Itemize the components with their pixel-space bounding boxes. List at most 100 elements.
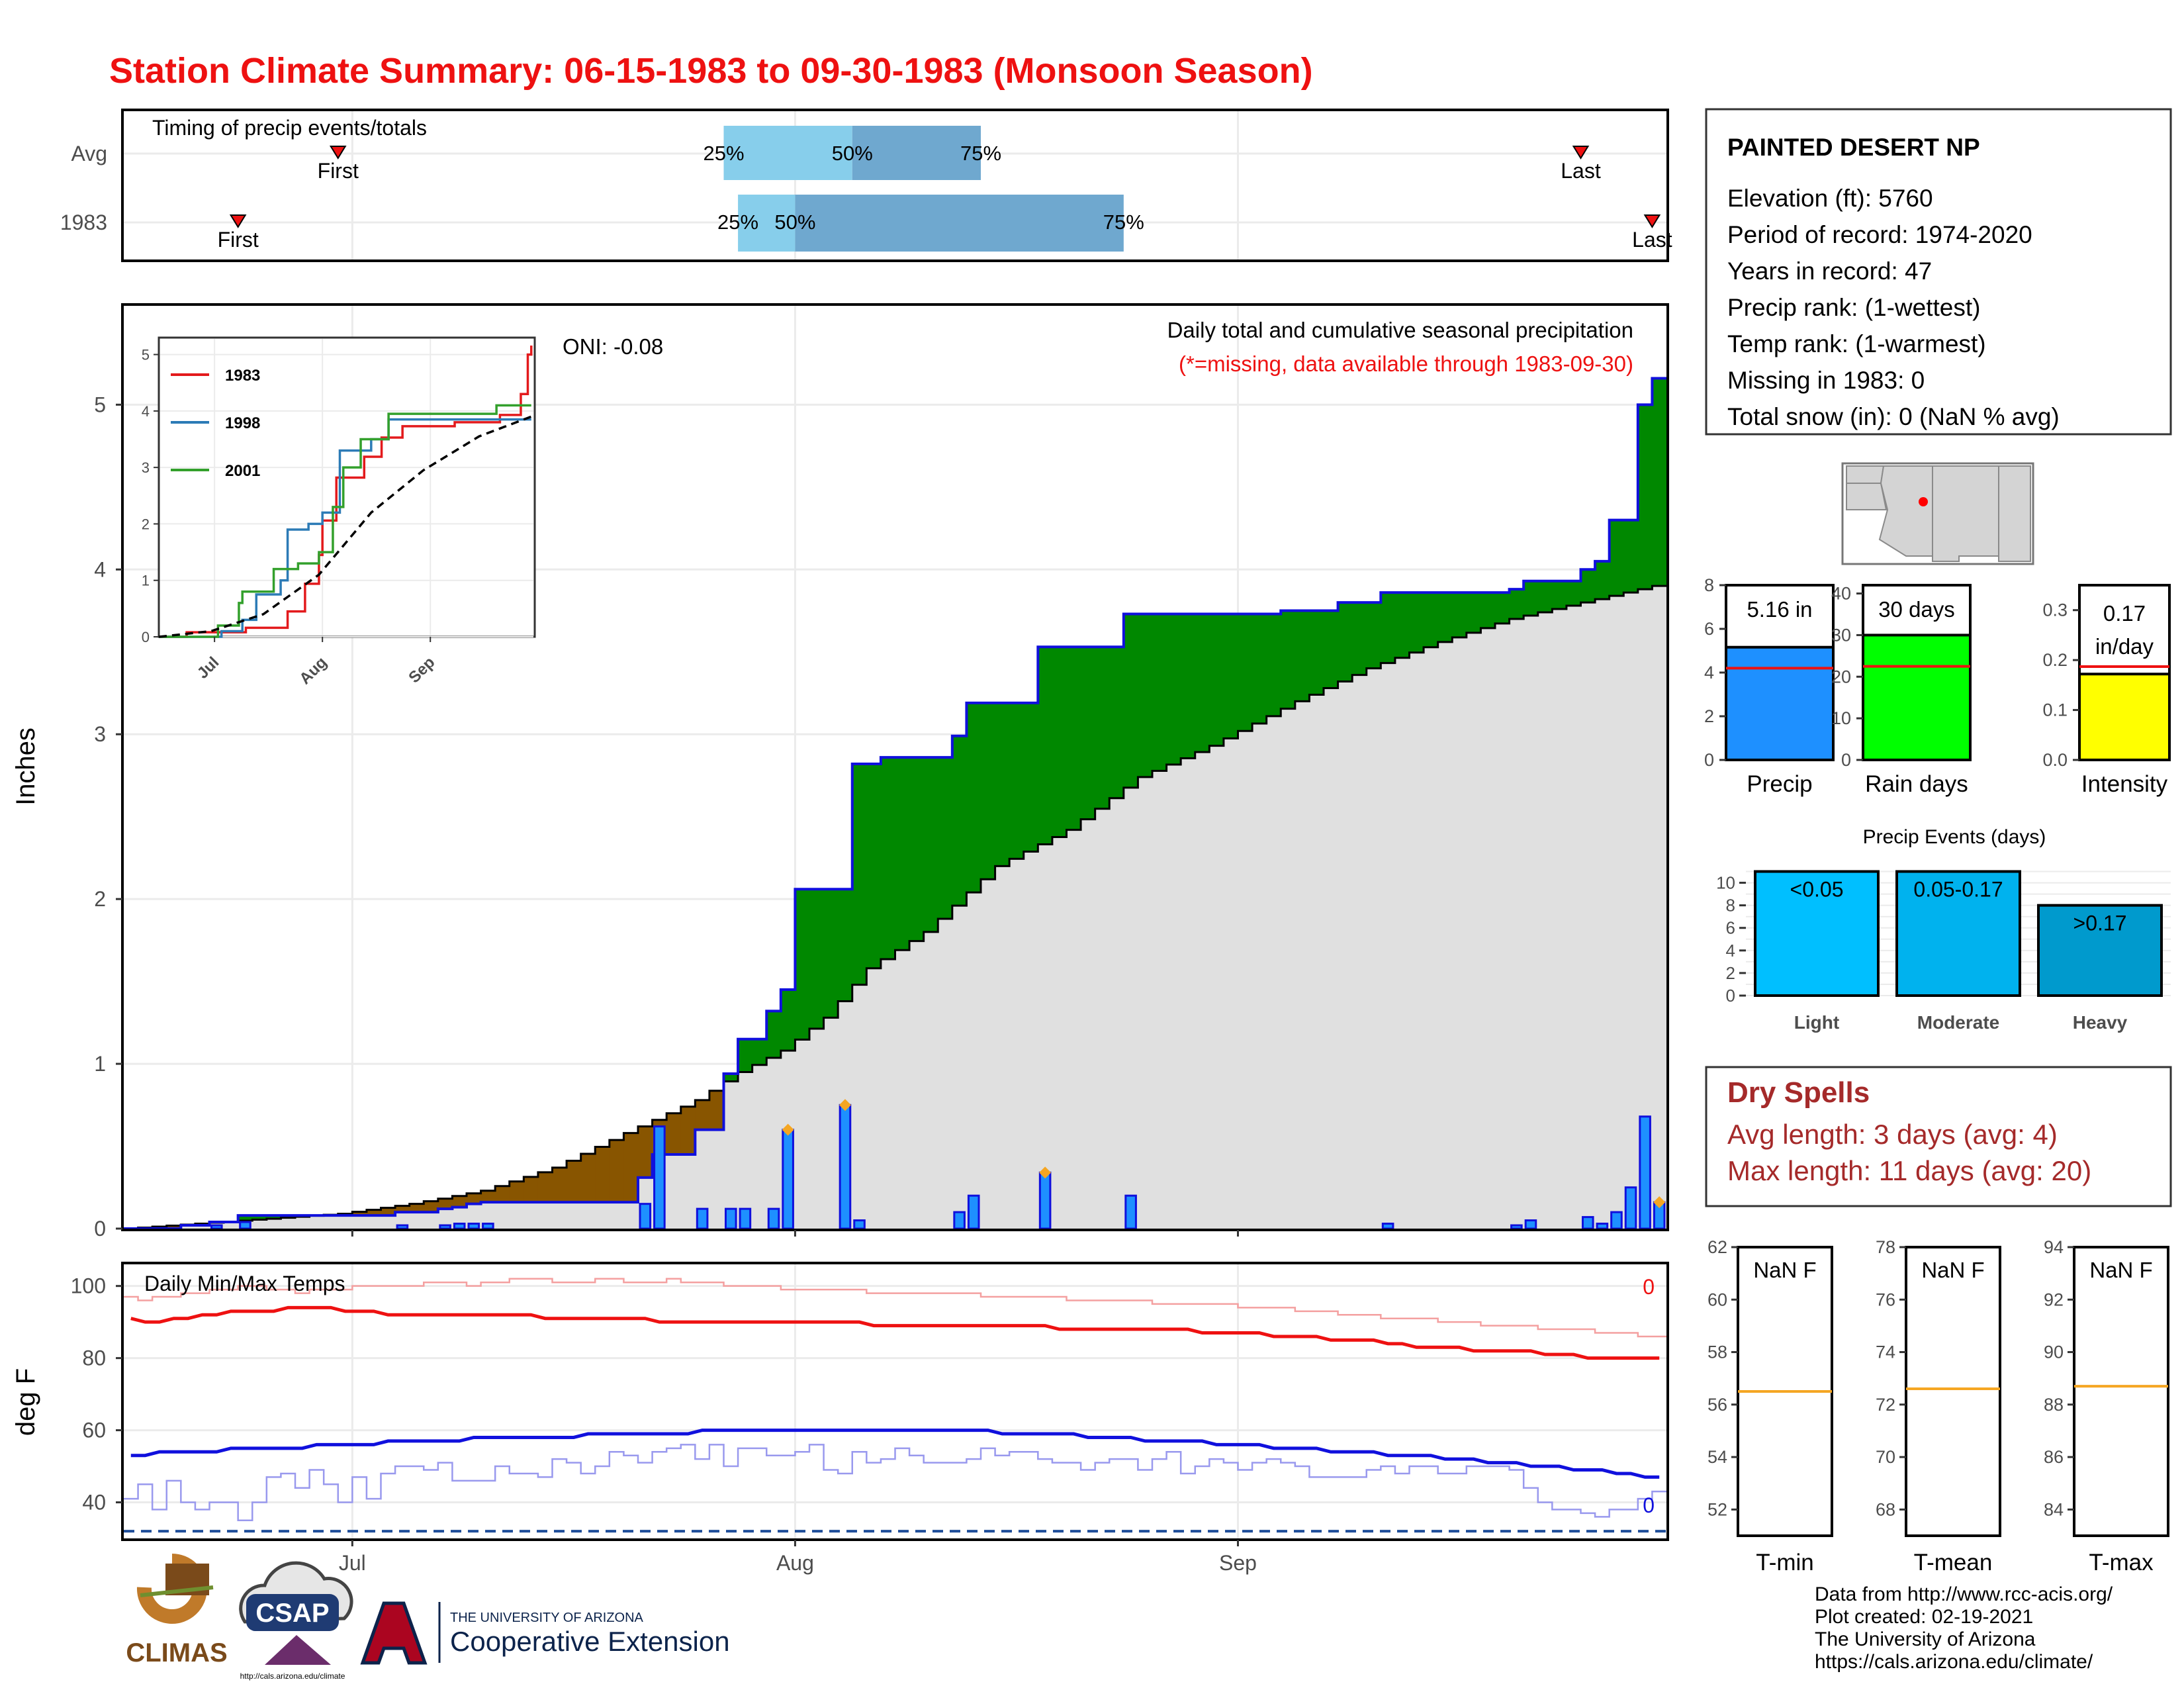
precip-event-value-label-1: 0.05-0.17 xyxy=(1913,878,2003,902)
below-average-fill-day-30 xyxy=(552,1167,567,1203)
above-average-fill-day-93 xyxy=(1452,592,1467,637)
x-tick-label-0: Jul xyxy=(339,1551,366,1575)
above-average-fill-day-49 xyxy=(823,889,839,1018)
below-average-fill-day-35 xyxy=(623,1133,639,1203)
rain-days-y-tick-label-0: 0 xyxy=(1841,750,1851,770)
above-average-fill-day-89 xyxy=(1394,592,1410,658)
above-average-fill-day-8 xyxy=(238,1215,253,1221)
above-average-fill-day-48 xyxy=(809,889,825,1029)
below-average-fill-day-3 xyxy=(166,1225,181,1229)
daily-precip-bar-12 xyxy=(767,1207,780,1229)
above-average-fill-day-70 xyxy=(1123,614,1139,788)
rain-days-label-box xyxy=(1867,590,1966,628)
below-average-fill-day-26 xyxy=(495,1186,510,1203)
t-mean-y-tick-label-4: 76 xyxy=(1876,1289,1895,1309)
below-average-fill-day-25 xyxy=(480,1190,496,1203)
daily-precip-bar-13 xyxy=(782,1129,794,1229)
above-average-fill-day-85 xyxy=(1338,602,1353,682)
intensity-axis-title: Intensity xyxy=(2081,771,2168,797)
daily-precip-bar-15 xyxy=(853,1219,866,1229)
temp-series-lines xyxy=(124,1278,1666,1533)
inset-y-tick-label-4: 4 xyxy=(142,403,150,420)
t-max-y-tick-label-2: 88 xyxy=(2044,1395,2064,1415)
inset-series-2001 xyxy=(159,404,531,638)
above-average-fill-day-98 xyxy=(1524,581,1539,616)
daily-precip-bar-10 xyxy=(725,1207,737,1229)
above-average-fill-day-75 xyxy=(1195,614,1210,753)
intensity-unit-label: in/day xyxy=(2095,634,2154,659)
above-average-fill-day-53 xyxy=(880,757,896,960)
below-average-fill-day-40 xyxy=(695,1100,710,1130)
t-max-y-tick-label-3: 90 xyxy=(2044,1342,2064,1362)
intensity-y-tick-label-1: 0.1 xyxy=(2042,700,2068,720)
above-average-fill-day-56 xyxy=(923,757,938,932)
above-average-fill-day-71 xyxy=(1138,614,1153,777)
t-mean-y-tick-label-3: 74 xyxy=(1876,1342,1895,1362)
t-mean-axis-title: T-mean xyxy=(1914,1550,1993,1575)
below-average-fill-day-27 xyxy=(509,1181,524,1203)
inset-series-1998 xyxy=(159,418,531,638)
extreme-precip-marker-0 xyxy=(782,1123,794,1136)
inset-series-1983 xyxy=(159,345,533,638)
map-new-mexico xyxy=(1932,465,1999,562)
above-average-fill-day-66 xyxy=(1066,647,1081,830)
events-y-tick-label-4: 8 xyxy=(1726,896,1735,915)
station-precip-rank: Precip rank: (1-wettest) xyxy=(1727,294,1980,321)
t-max-y-tick-label-0: 84 xyxy=(2044,1499,2064,1519)
timing-avg-q50-q75-bar xyxy=(852,126,981,180)
above-average-fill-day-59 xyxy=(966,702,981,893)
dry-spells-title: Dry Spells xyxy=(1727,1076,1870,1109)
timing-avg-q25-q50-bar xyxy=(723,126,852,180)
map-texas xyxy=(1998,465,2031,562)
t-max-y-tick-label-5: 94 xyxy=(2044,1237,2064,1257)
temp-x-ticks: Jul Aug Sep xyxy=(339,1230,1257,1575)
map-nevada xyxy=(1846,465,1885,484)
footer-data-source: Data from http://www.rcc-acis.org/ xyxy=(1815,1583,2113,1605)
above-average-fill-day-63 xyxy=(1023,702,1038,852)
ua-logo: THE UNIVERSITY OF ARIZONA Cooperative Ex… xyxy=(360,1601,730,1665)
inset-y-tick-label-5: 5 xyxy=(142,347,150,363)
precip-event-category-0: Light xyxy=(1794,1012,1839,1033)
above-average-fill-day-81 xyxy=(1281,610,1296,709)
precip-label-box xyxy=(1730,590,1829,628)
above-average-fill-day-58 xyxy=(952,735,968,906)
above-average-fill-day-94 xyxy=(1466,592,1482,633)
precip-axis-title: Precip xyxy=(1747,771,1812,797)
daily-precip-bar-25 xyxy=(1610,1211,1623,1229)
above-average-fill-day-77 xyxy=(1223,614,1239,739)
above-average-fill-day-67 xyxy=(1081,647,1096,820)
temp-panel-title: Daily Min/Max Temps xyxy=(144,1272,345,1295)
precip-event-category-2: Heavy xyxy=(2073,1012,2128,1033)
below-average-fill-day-39 xyxy=(680,1106,696,1154)
inset-legend-label-1998: 1998 xyxy=(225,414,260,432)
temp-plot-area xyxy=(122,1263,1668,1540)
daily-precip-bar-8 xyxy=(653,1125,666,1229)
csap-logo-text: CSAP xyxy=(255,1599,329,1628)
daily-precip-bar-0 xyxy=(210,1224,223,1229)
below-average-fill-day-22 xyxy=(437,1198,453,1209)
precip-event-value-label-0: <0.05 xyxy=(1790,878,1844,902)
ua-big-text: Cooperative Extension xyxy=(450,1626,730,1657)
timing-panel: 25% 50% 75% First Last 25% 50% 75% First Last Tim… xyxy=(60,109,1672,262)
below-average-fill-day-32 xyxy=(580,1153,596,1203)
above-average-fill-day-10 xyxy=(266,1215,282,1219)
timing-avg-q25-label: 25% xyxy=(703,142,744,165)
below-average-fill-day-17 xyxy=(366,1209,382,1216)
location-map xyxy=(1841,462,2034,565)
timing-avg-first-marker xyxy=(329,146,347,160)
dry-spells-box: Dry Spells Avg length: 3 days (avg: 4) M… xyxy=(1705,1066,2172,1207)
station-location-dot xyxy=(1919,497,1928,506)
daily-precip-bar-23 xyxy=(1582,1216,1594,1229)
precip-y-tick-label-4: 4 xyxy=(94,557,106,581)
station-elevation: Elevation (ft): 5760 xyxy=(1727,185,1933,212)
above-average-fill-day-51 xyxy=(852,764,867,985)
above-average-fill-day-99 xyxy=(1537,581,1553,613)
intensity-bar xyxy=(2078,673,2171,762)
station-info-frame xyxy=(1705,108,2172,436)
timing-y1983-q25-q50-bar xyxy=(738,195,796,252)
extreme-precip-marker-3 xyxy=(1653,1196,1666,1209)
t-max-y-tick-label-1: 86 xyxy=(2044,1447,2064,1467)
timing-quartile-bars xyxy=(723,126,1124,252)
map-california xyxy=(1846,483,1888,510)
